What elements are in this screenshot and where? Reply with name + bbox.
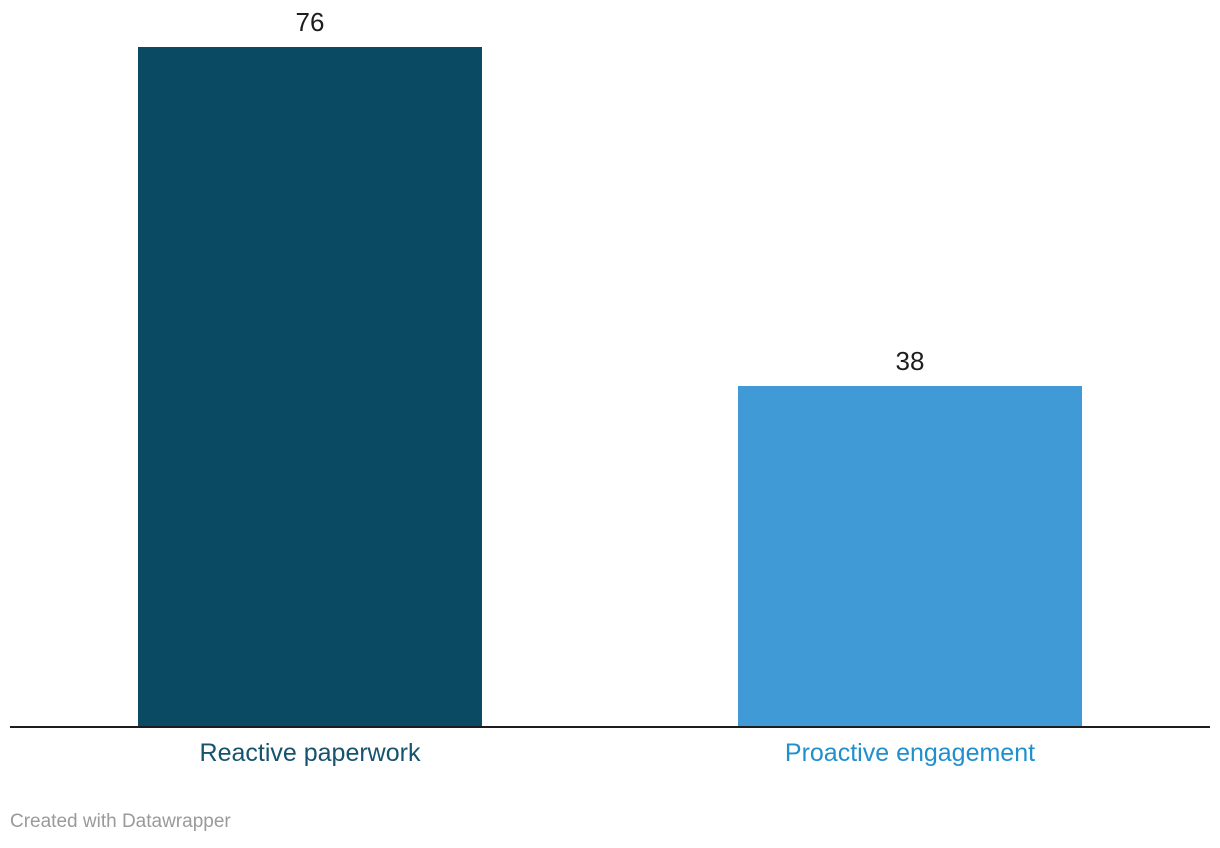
value-label-proactive-engagement: 38: [895, 346, 925, 376]
category-label-reactive-paperwork: Reactive paperwork: [199, 739, 421, 767]
bar-reactive-paperwork: [138, 47, 482, 726]
bar-proactive-engagement: [738, 386, 1082, 726]
category-label-proactive-engagement: Proactive engagement: [784, 739, 1036, 767]
datawrapper-credit-link[interactable]: Created with Datawrapper: [10, 811, 231, 832]
x-axis-line: [10, 726, 1210, 728]
value-label-reactive-paperwork: 76: [295, 7, 325, 37]
